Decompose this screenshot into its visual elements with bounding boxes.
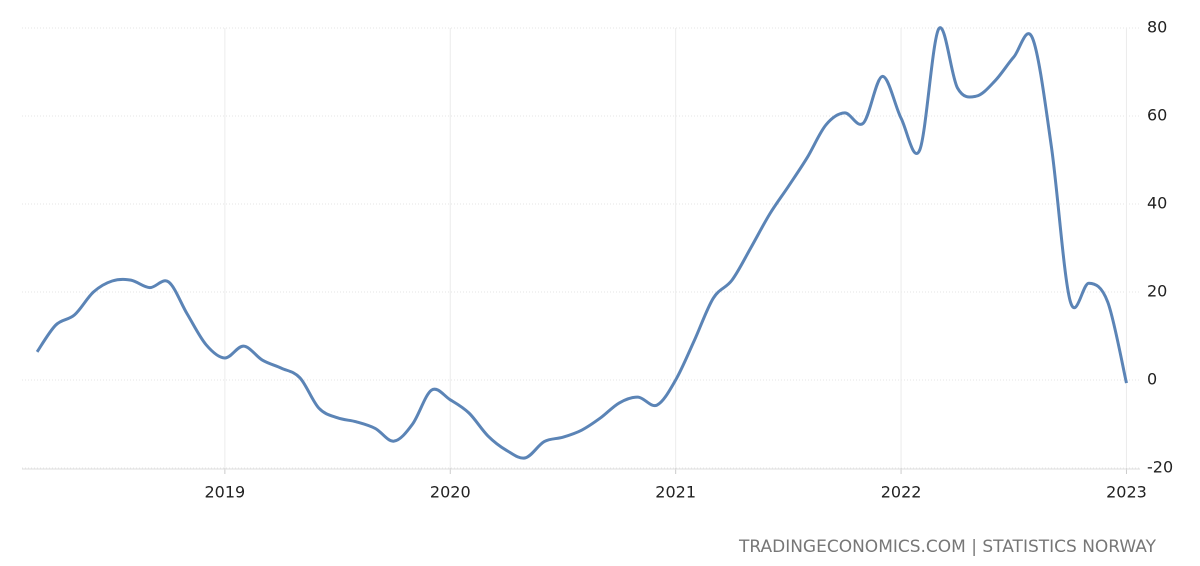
source: TRADINGECONOMICS.COM | STATISTICS NORWAY bbox=[738, 537, 1157, 557]
x-tick-label: 2019 bbox=[205, 483, 246, 502]
y-tick-label: 20 bbox=[1147, 282, 1167, 301]
y-tick-label: 60 bbox=[1147, 106, 1167, 125]
x-tick-label: 2021 bbox=[655, 483, 696, 502]
y-tick-label: 40 bbox=[1147, 194, 1167, 213]
y-tick-label: -20 bbox=[1147, 458, 1173, 477]
line bbox=[35, 26, 1128, 460]
y-tick-label: 0 bbox=[1147, 370, 1157, 389]
x-tick-label: 2023 bbox=[1106, 483, 1147, 502]
y-tick-label: 80 bbox=[1147, 18, 1167, 37]
x-tick-label: 2022 bbox=[881, 483, 922, 502]
x-tick-label: 2020 bbox=[430, 483, 471, 502]
